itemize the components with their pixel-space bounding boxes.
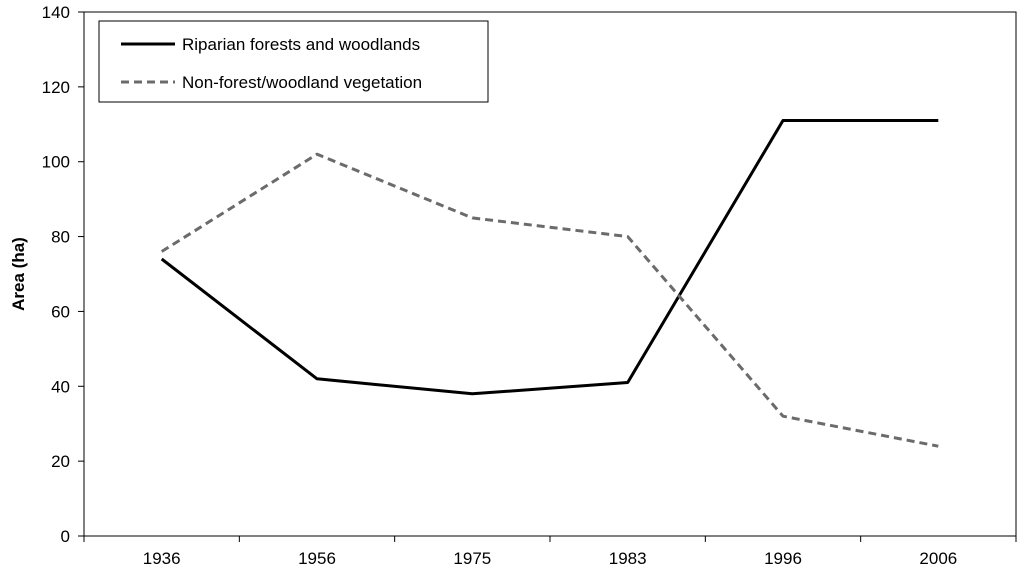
x-tick-label: 1975 [453, 549, 491, 568]
legend-label-riparian: Riparian forests and woodlands [182, 35, 420, 54]
y-tick-label: 100 [42, 153, 70, 172]
y-tick-label: 140 [42, 3, 70, 22]
x-tick-label: 1983 [609, 549, 647, 568]
legend: Riparian forests and woodlands Non-fores… [98, 20, 489, 103]
y-tick-label: 0 [61, 527, 70, 546]
y-tick-label: 20 [51, 452, 70, 471]
series-line-riparian [160, 119, 939, 396]
x-tick-label: 1956 [298, 549, 336, 568]
series-layer [160, 119, 939, 448]
y-tick-label: 40 [51, 377, 70, 396]
x-tick-label: 1936 [143, 549, 181, 568]
legend-label-non-forest: Non-forest/woodland vegetation [182, 73, 422, 92]
x-tick-label: 2006 [919, 549, 957, 568]
y-tick-label: 60 [51, 302, 70, 321]
y-axis-title: Area (ha) [9, 237, 28, 311]
legend-box [98, 20, 489, 103]
series-line-non-forest [160, 152, 939, 448]
y-tick-label: 120 [42, 78, 70, 97]
x-tick-label: 1996 [764, 549, 802, 568]
y-tick-label: 80 [51, 228, 70, 247]
y-axis-ticks: 0 20 40 60 80 100 120 140 [42, 3, 84, 546]
x-axis-ticks: 1936 1956 1975 1983 1996 2006 [83, 536, 1017, 568]
